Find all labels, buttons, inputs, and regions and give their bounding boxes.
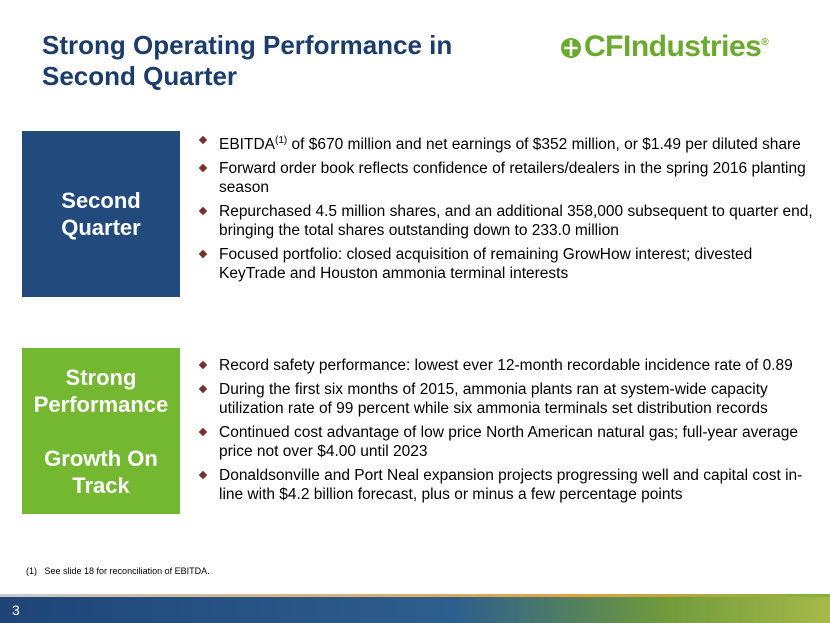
bullet-marker bbox=[198, 384, 208, 394]
bullet: Continued cost advantage of low price No… bbox=[195, 423, 823, 461]
label-line: Track bbox=[72, 472, 130, 498]
bullet: Forward order book reflects confidence o… bbox=[195, 159, 823, 197]
logo: CFIndustries® bbox=[584, 30, 769, 64]
footer-band bbox=[0, 597, 830, 623]
superscript: (1) bbox=[274, 135, 288, 146]
label-line: Strong bbox=[65, 364, 137, 390]
bullet-text: of $670 million and net earnings of $352… bbox=[287, 136, 801, 154]
footnote-marker: (1) bbox=[26, 566, 37, 576]
bullet-text: EBITDA bbox=[219, 136, 275, 154]
title-line: Second Quarter bbox=[42, 61, 238, 91]
bullet-text: Forward order book reflects confidence o… bbox=[219, 160, 806, 197]
bullet-marker bbox=[198, 206, 208, 216]
label-line: Growth On bbox=[44, 445, 158, 471]
bullet: Focused portfolio: closed acquisition of… bbox=[195, 245, 823, 283]
footnote: (1) See slide 18 for reconciliation of E… bbox=[26, 566, 210, 576]
bullet-list: EBITDA(1) of $670 million and net earnin… bbox=[195, 131, 823, 288]
label-line: Quarter bbox=[61, 215, 141, 240]
bullet-text: Continued cost advantage of low price No… bbox=[219, 424, 798, 460]
bullet-text: During the first six months of 2015, amm… bbox=[219, 381, 768, 417]
bullet-text: Repurchased 4.5 million shares, and an a… bbox=[219, 203, 813, 240]
bullet-text: Focused portfolio: closed acquisition of… bbox=[219, 246, 753, 283]
section-label: Strong Performance Growth On Track bbox=[22, 348, 180, 514]
logo-mark: ® bbox=[761, 37, 769, 48]
bullet: Record safety performance: lowest ever 1… bbox=[195, 356, 823, 375]
bullet-marker bbox=[198, 470, 208, 480]
bullet: During the first six months of 2015, amm… bbox=[195, 380, 823, 418]
bullet-marker bbox=[198, 427, 208, 437]
label-line: Second bbox=[61, 188, 141, 213]
bullet-marker bbox=[198, 249, 208, 259]
title-line: Strong Operating Performance in bbox=[42, 30, 453, 60]
bullet: Donaldsonville and Port Neal expansion p… bbox=[195, 466, 823, 504]
section-label: Second Quarter bbox=[22, 131, 180, 297]
footnote-text: See slide 18 for reconciliation of EBITD… bbox=[44, 566, 210, 576]
title: Strong Operating Performance in Second Q… bbox=[42, 30, 452, 92]
bullet: Repurchased 4.5 million shares, and an a… bbox=[195, 202, 823, 240]
bullet-marker bbox=[198, 135, 208, 145]
bullet-list: Record safety performance: lowest ever 1… bbox=[195, 356, 823, 509]
bullet: EBITDA(1) of $670 million and net earnin… bbox=[195, 131, 823, 154]
bullet-text: Donaldsonville and Port Neal expansion p… bbox=[219, 467, 803, 503]
bullet-marker bbox=[198, 163, 208, 173]
bullet-marker bbox=[198, 360, 208, 370]
footer-stripe bbox=[0, 594, 830, 597]
logo-leaf bbox=[561, 38, 581, 58]
spacer bbox=[22, 418, 180, 445]
page-number: 3 bbox=[12, 602, 20, 618]
label-line: Performance bbox=[33, 391, 169, 417]
bullet-text: Record safety performance: lowest ever 1… bbox=[219, 357, 793, 374]
logo-text: CFIndustries bbox=[584, 30, 762, 63]
